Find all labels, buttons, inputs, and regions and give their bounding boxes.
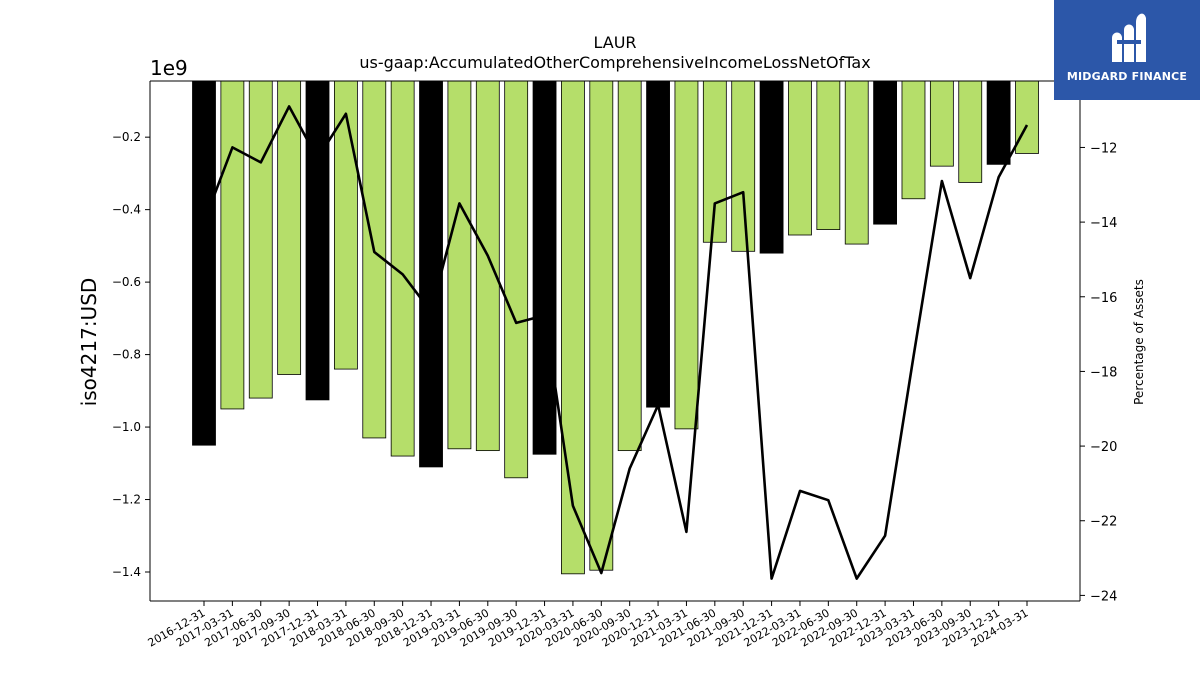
bar (589, 80, 614, 571)
bar (475, 80, 500, 452)
bar (986, 80, 1011, 165)
bar (816, 80, 841, 230)
midgard-logo-icon (1112, 13, 1146, 62)
brand-logo: MIDGARD FINANCE (1054, 0, 1200, 100)
bar (759, 80, 784, 254)
bar (305, 80, 330, 401)
y-multiplier-label: 1e9 (150, 56, 188, 80)
bar (731, 80, 756, 252)
y-axis-label: iso4217:USD (77, 278, 101, 407)
percent-of-assets-line (202, 105, 1029, 580)
y-tick-label: −1.2 (112, 493, 141, 507)
y2-tick-label: −20 (1090, 440, 1117, 455)
brand-name: MIDGARD FINANCE (1066, 70, 1188, 83)
bar (674, 80, 699, 430)
bar (788, 80, 812, 236)
y2-tick-label: −18 (1090, 365, 1117, 380)
y2-tick-label: −24 (1090, 589, 1117, 604)
y2-tick-label: −12 (1090, 141, 1117, 156)
bar (844, 80, 869, 245)
y2-tick-label: −22 (1090, 515, 1117, 530)
y-tick-label: −0.2 (112, 130, 141, 144)
bar (532, 80, 557, 455)
bar (617, 80, 642, 452)
y-tick-label: −0.6 (112, 275, 141, 289)
bar (901, 80, 926, 200)
bar (1015, 80, 1039, 154)
bar (958, 80, 983, 183)
bar (873, 80, 898, 225)
bar (646, 80, 670, 408)
bar (192, 80, 216, 446)
y-tick-label: −0.8 (112, 348, 141, 362)
y2-axis-label: Percentage of Assets (1132, 279, 1146, 405)
y2-tick-label: −16 (1090, 291, 1117, 306)
y-tick-label: −0.4 (112, 203, 141, 217)
bar (447, 80, 472, 450)
chart-subtitle: us-gaap:AccumulatedOtherComprehensiveInc… (359, 53, 870, 72)
bar (929, 80, 954, 167)
bar (248, 80, 273, 399)
y-tick-label: −1.0 (112, 420, 141, 434)
y2-tick-label: −14 (1090, 216, 1117, 231)
chart-title: LAUR (593, 33, 636, 52)
bar (419, 80, 443, 468)
bar (220, 80, 245, 410)
bar (504, 80, 529, 479)
y-tick-label: −1.4 (112, 565, 141, 579)
